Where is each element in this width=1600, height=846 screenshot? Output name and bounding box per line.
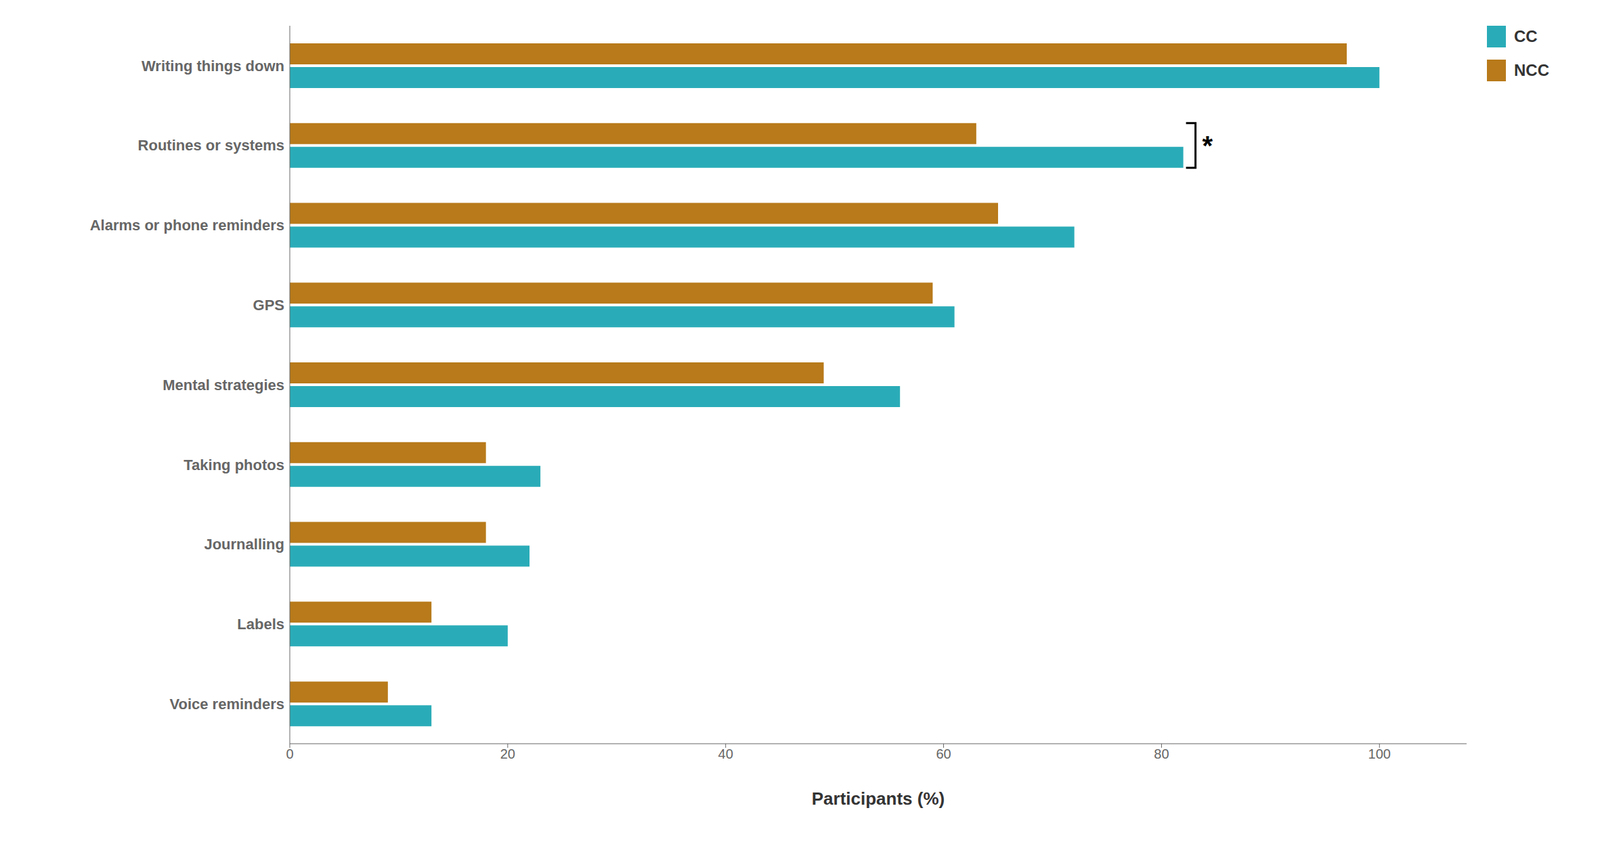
html-text:NCC: NCC <box>1514 60 1550 80</box>
svg-text:60: 60 <box>935 746 951 762</box>
svg-text:Routines or systems: Routines or systems <box>138 136 285 154</box>
svg-text:40: 40 <box>718 746 734 762</box>
svg-text:Labels: Labels <box>236 615 285 633</box>
svg-text:Participants (%): Participants (%) <box>811 788 946 809</box>
svg-text:Journalling: Journalling <box>203 535 285 553</box>
svg-text:Taking photos: Taking photos <box>183 456 285 474</box>
svg-text:*: * <box>1202 130 1214 161</box>
html-text:CC: CC <box>1514 27 1538 46</box>
svg-text:100: 100 <box>1368 746 1391 762</box>
svg-text:Writing things down: Writing things down <box>141 57 285 75</box>
svg-text:Voice reminders: Voice reminders <box>169 695 285 713</box>
svg-text:0: 0 <box>285 746 294 762</box>
svg-text:GPS: GPS <box>253 296 285 314</box>
svg-text:80: 80 <box>1153 746 1169 762</box>
svg-text:20: 20 <box>500 746 516 762</box>
svg-text:Alarms or phone reminders: Alarms or phone reminders <box>90 216 285 234</box>
svg-text:Mental strategies: Mental strategies <box>162 376 285 394</box>
